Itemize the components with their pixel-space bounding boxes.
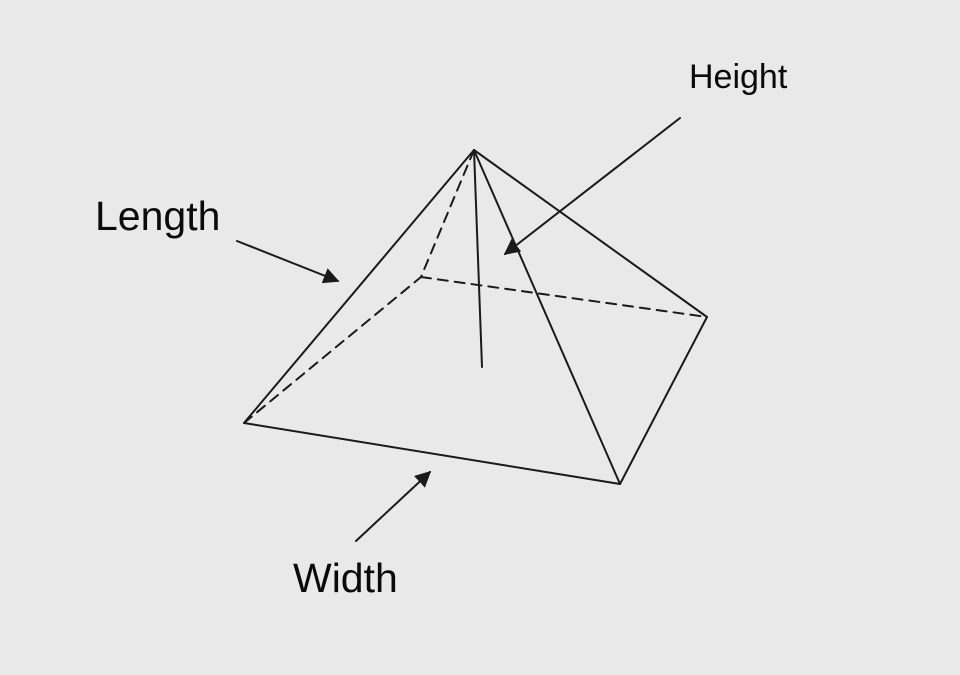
base-edge-right <box>619 316 708 485</box>
lateral-edge-front <box>473 149 621 485</box>
width-label: Width <box>293 555 398 601</box>
length-arrow <box>236 240 340 284</box>
length-label: Length <box>95 193 221 239</box>
height-arrow <box>503 117 681 255</box>
hidden-lateral-edge <box>420 149 475 278</box>
hidden-base-edge-left <box>243 276 422 424</box>
width-arrow <box>355 470 432 542</box>
height-line <box>473 149 483 368</box>
height-label: Height <box>689 58 788 96</box>
base-edge-front <box>243 422 621 485</box>
lateral-edge-left <box>243 149 475 424</box>
lateral-edge-right <box>473 149 708 318</box>
hidden-base-edge-back <box>420 276 708 318</box>
